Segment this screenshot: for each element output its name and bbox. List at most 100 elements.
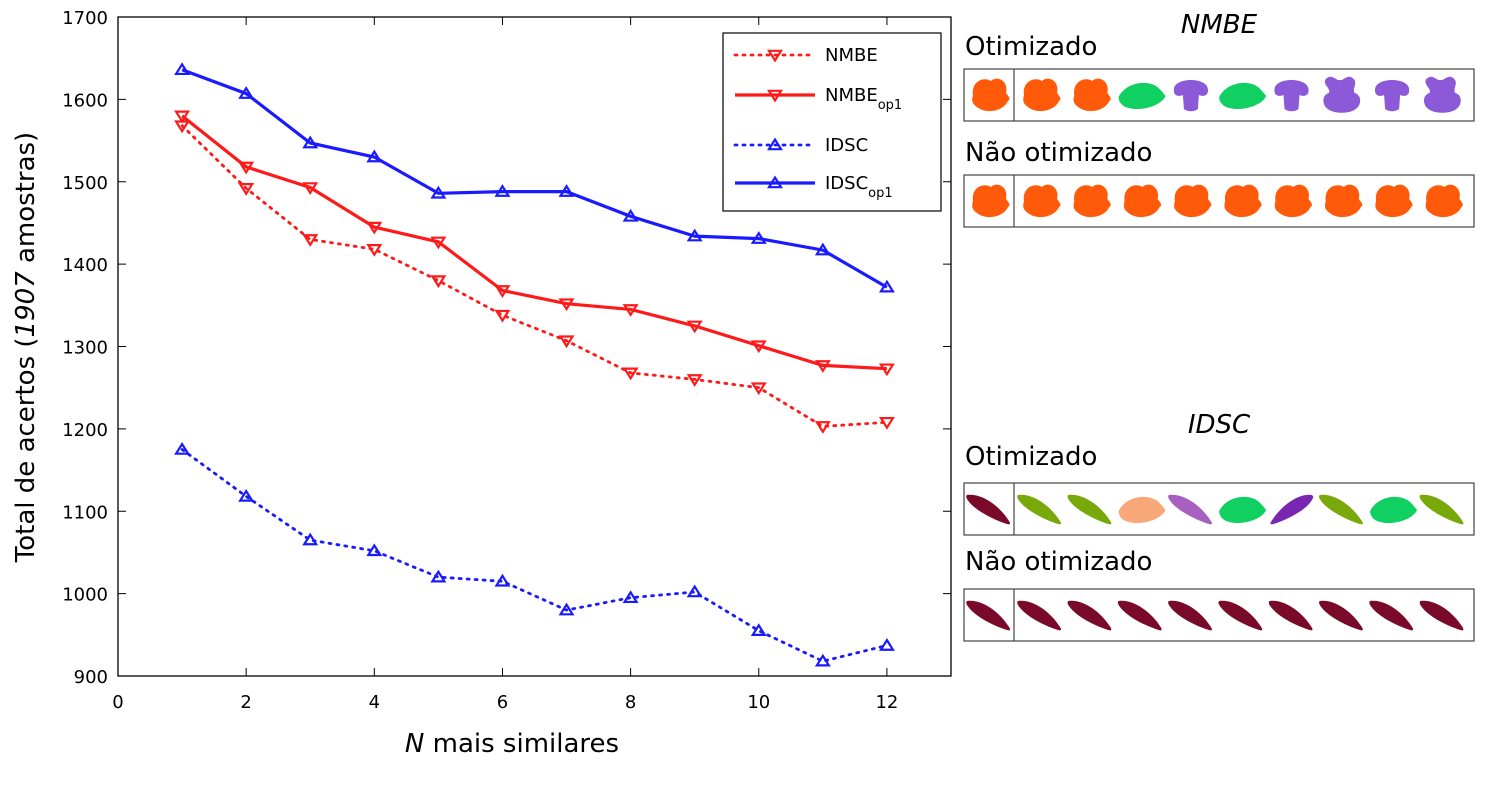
thumbnail-leaf-round <box>1375 184 1413 218</box>
legend-label-name: NMBE <box>825 45 878 66</box>
data-point <box>814 242 831 256</box>
thumbnail-leaf-round <box>972 184 1010 218</box>
data-point <box>366 543 383 557</box>
y-tick-label: 900 <box>74 667 108 688</box>
thumbnail-leaf-slim <box>1067 494 1112 525</box>
data-point <box>430 569 447 583</box>
data-point <box>430 275 447 289</box>
data-point <box>430 236 447 250</box>
thumbnail-leaf-oval <box>1118 496 1166 524</box>
x-tick-label: 8 <box>625 692 636 713</box>
data-point <box>366 221 383 235</box>
thumbnail-leaf-round <box>1224 184 1262 218</box>
data-point <box>302 182 319 195</box>
series-nmbe-op1 <box>174 110 895 377</box>
data-point <box>494 309 511 323</box>
thumbnail-leaf-slim <box>1218 600 1263 631</box>
x-tick-label: 2 <box>240 692 251 713</box>
data-point <box>622 367 639 381</box>
y-axis-label-post: amostras) <box>11 132 41 271</box>
data-point <box>494 184 511 197</box>
series-idsc-op1 <box>174 62 895 293</box>
data-point <box>558 298 575 312</box>
data-point <box>494 285 511 298</box>
retrieval-panels: NMBE Otimizado Não otimizado IDSC Otimizado N… <box>963 10 1475 642</box>
data-point <box>767 175 783 189</box>
legend-label: IDSC <box>825 135 868 156</box>
y-tick-label: 1700 <box>62 8 108 29</box>
data-point <box>814 421 831 434</box>
x-tick-label: 4 <box>369 692 380 713</box>
data-point <box>878 363 895 377</box>
legend-label: NMBE <box>825 45 878 66</box>
data-point <box>238 161 255 175</box>
legend-label: IDSCop1 <box>825 173 893 201</box>
thumbnail-leaf-round <box>1325 184 1363 218</box>
thumbnail-leaf-slim <box>1419 600 1464 631</box>
thumbnail-mushroom <box>1374 80 1410 112</box>
thumbnail-leaf-slim <box>1117 600 1162 631</box>
data-point <box>366 149 383 163</box>
thumbnail-leaf-slim <box>1319 600 1363 631</box>
data-point <box>686 320 703 334</box>
x-tick-label: 12 <box>875 692 898 713</box>
y-axis-label-pre: Total de acertos ( <box>11 337 41 563</box>
thumbnail-leaf-slim <box>1319 494 1363 525</box>
data-point <box>878 638 895 651</box>
thumbnail-bear <box>1323 76 1361 113</box>
thumbnail-mushroom <box>1274 80 1309 112</box>
series-nmbe <box>174 120 895 434</box>
result-row: Otimizado <box>963 32 1475 122</box>
data-point <box>366 243 383 257</box>
series-line <box>180 448 889 663</box>
data-point <box>174 441 191 455</box>
x-tick-label: 6 <box>497 692 508 713</box>
data-point <box>750 340 767 354</box>
thumbnail-leaf-round <box>1073 78 1111 112</box>
data-point <box>686 584 703 598</box>
data-point <box>622 304 639 317</box>
thumbnail-leaf-round <box>1073 184 1111 218</box>
legend-box <box>722 32 942 212</box>
data-point <box>558 335 575 349</box>
thumbnail-leaf-round <box>1123 184 1162 218</box>
thumbnail-leaf-slim <box>1067 600 1112 631</box>
thumbnail-leaf-oval <box>1219 82 1267 110</box>
row-label: Otimizado <box>965 32 1097 62</box>
panel-title: NMBE <box>1181 10 1258 40</box>
y-tick-label: 1200 <box>62 420 108 441</box>
x-axis-label-var: N <box>405 729 424 759</box>
data-point <box>558 602 575 616</box>
y-tick-label: 1000 <box>62 585 108 606</box>
thumbnail-leaf-slim <box>1369 600 1414 631</box>
data-point <box>238 183 255 196</box>
series-line <box>181 114 887 371</box>
y-tick-label: 1100 <box>62 502 108 523</box>
data-point <box>174 110 191 124</box>
panel-nmbe: NMBE Otimizado Não otimizado <box>963 10 1475 228</box>
y-tick-label: 1400 <box>62 255 108 276</box>
data-point <box>750 382 767 396</box>
thumbnail-leaf-oval <box>1219 496 1267 524</box>
thumbnail-leaf-round <box>1174 184 1212 218</box>
thumbnail-leaf-round <box>972 78 1010 112</box>
data-point <box>302 532 319 546</box>
data-point <box>814 360 831 373</box>
y-tick-label: 1600 <box>62 90 108 111</box>
thumbnail-leaf-oval <box>1370 496 1418 524</box>
thumbnail-leaf-oval <box>1118 82 1166 110</box>
row-label: Não otimizado <box>965 138 1152 168</box>
data-point <box>767 49 783 63</box>
thumbnail-leaf-slim-rev <box>1270 494 1314 525</box>
y-axis-label: Total de acertos (1907 amostras) <box>11 132 41 563</box>
series-idsc <box>174 441 895 667</box>
data-point <box>622 208 639 222</box>
legend-label-name: IDSC <box>825 173 868 194</box>
series-line <box>180 124 889 428</box>
data-point <box>878 279 895 293</box>
thumbnail-leaf-round <box>1023 184 1061 218</box>
panel-title: IDSC <box>1188 410 1251 440</box>
legend-label-name: NMBE <box>825 85 878 106</box>
